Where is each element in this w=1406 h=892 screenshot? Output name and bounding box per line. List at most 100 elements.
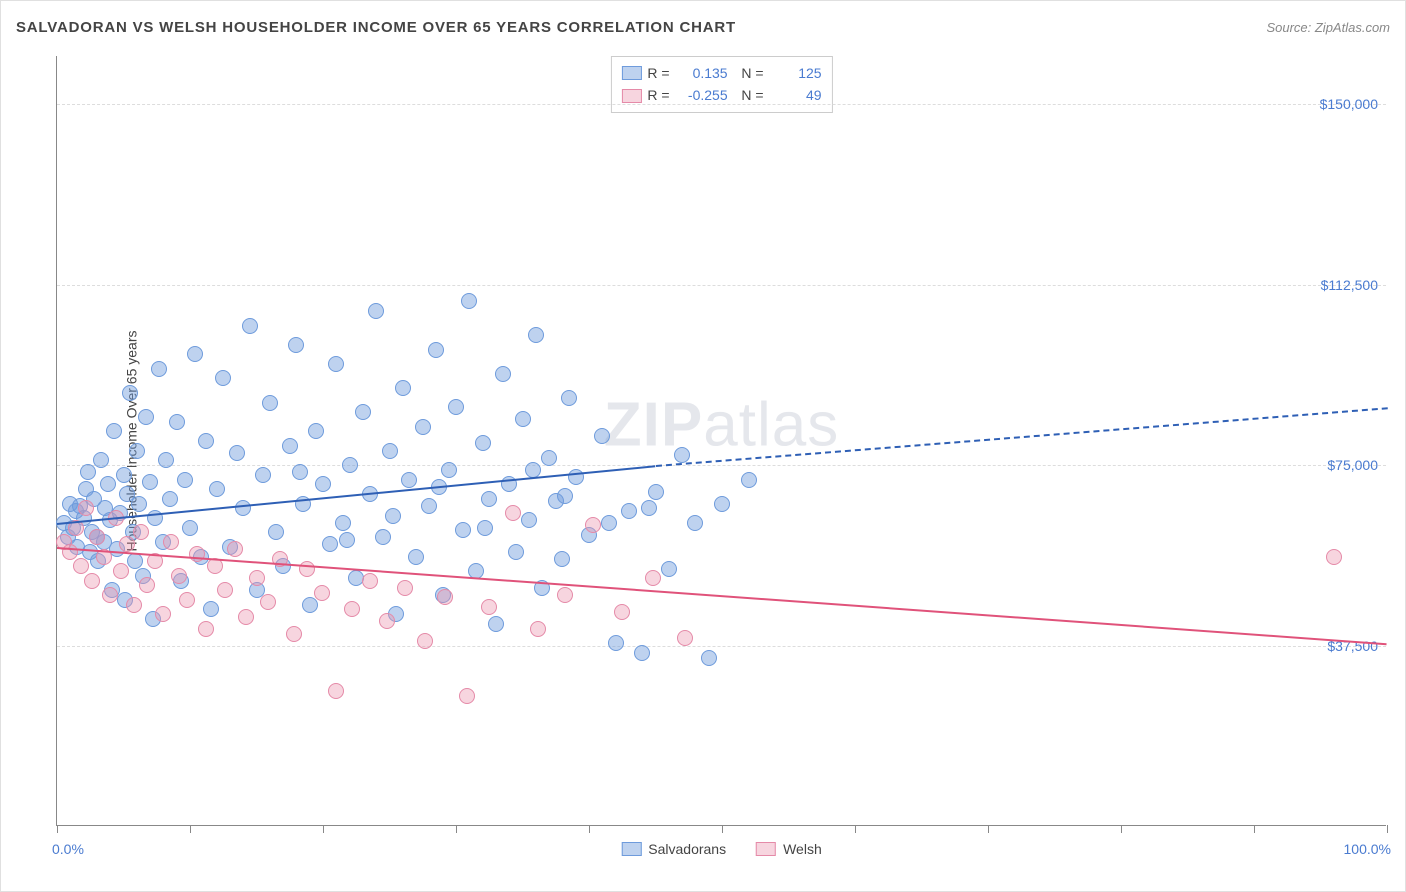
scatter-point bbox=[249, 570, 265, 586]
scatter-point bbox=[339, 532, 355, 548]
scatter-point bbox=[428, 342, 444, 358]
scatter-point bbox=[255, 467, 271, 483]
x-tick bbox=[722, 825, 723, 833]
scatter-point bbox=[475, 435, 491, 451]
scatter-point bbox=[262, 395, 278, 411]
x-tick bbox=[988, 825, 989, 833]
scatter-point bbox=[282, 438, 298, 454]
x-tick bbox=[1121, 825, 1122, 833]
legend-swatch bbox=[621, 842, 641, 856]
scatter-point bbox=[155, 606, 171, 622]
scatter-point bbox=[661, 561, 677, 577]
scatter-point bbox=[314, 585, 330, 601]
x-tick bbox=[323, 825, 324, 833]
series-legend: Salvadorans Welsh bbox=[621, 841, 821, 857]
x-tick bbox=[589, 825, 590, 833]
scatter-point bbox=[229, 445, 245, 461]
scatter-point bbox=[477, 520, 493, 536]
plot-area: ZIPatlas Householder Income Over 65 year… bbox=[56, 56, 1386, 826]
scatter-point bbox=[299, 561, 315, 577]
scatter-point bbox=[515, 411, 531, 427]
x-tick bbox=[57, 825, 58, 833]
scatter-point bbox=[73, 558, 89, 574]
scatter-point bbox=[530, 621, 546, 637]
scatter-point bbox=[634, 645, 650, 661]
scatter-point bbox=[203, 601, 219, 617]
x-tick bbox=[1254, 825, 1255, 833]
scatter-point bbox=[187, 346, 203, 362]
scatter-point bbox=[554, 551, 570, 567]
scatter-point bbox=[158, 452, 174, 468]
chart-title: SALVADORAN VS WELSH HOUSEHOLDER INCOME O… bbox=[16, 19, 736, 36]
scatter-point bbox=[133, 524, 149, 540]
scatter-point bbox=[288, 337, 304, 353]
scatter-point bbox=[182, 520, 198, 536]
scatter-point bbox=[189, 546, 205, 562]
scatter-point bbox=[260, 594, 276, 610]
scatter-point bbox=[714, 496, 730, 512]
scatter-point bbox=[461, 293, 477, 309]
scatter-point bbox=[315, 476, 331, 492]
legend-swatch bbox=[756, 842, 776, 856]
correlation-chart: SALVADORAN VS WELSH HOUSEHOLDER INCOME O… bbox=[0, 0, 1406, 892]
scatter-point bbox=[557, 488, 573, 504]
scatter-point bbox=[84, 573, 100, 589]
x-tick bbox=[1387, 825, 1388, 833]
scatter-point bbox=[198, 621, 214, 637]
scatter-point bbox=[227, 541, 243, 557]
scatter-point bbox=[417, 633, 433, 649]
scatter-point bbox=[448, 399, 464, 415]
source-label: Source: ZipAtlas.com bbox=[1266, 20, 1390, 35]
scatter-point bbox=[557, 587, 573, 603]
scatter-point bbox=[242, 318, 258, 334]
scatter-point bbox=[308, 423, 324, 439]
scatter-point bbox=[78, 500, 94, 516]
scatter-point bbox=[342, 457, 358, 473]
scatter-point bbox=[521, 512, 537, 528]
scatter-point bbox=[379, 613, 395, 629]
scatter-point bbox=[100, 476, 116, 492]
scatter-point bbox=[129, 443, 145, 459]
legend-label: Welsh bbox=[783, 841, 822, 857]
x-tick bbox=[190, 825, 191, 833]
scatter-point bbox=[415, 419, 431, 435]
x-tick bbox=[855, 825, 856, 833]
scatter-point bbox=[139, 577, 155, 593]
scatter-point bbox=[126, 597, 142, 613]
scatter-point bbox=[641, 500, 657, 516]
scatter-point bbox=[648, 484, 664, 500]
scatter-point bbox=[421, 498, 437, 514]
scatter-point bbox=[355, 404, 371, 420]
gridline bbox=[57, 465, 1386, 466]
scatter-point bbox=[102, 587, 118, 603]
y-tick-label: $150,000 bbox=[1320, 96, 1378, 112]
scatter-point bbox=[368, 303, 384, 319]
scatter-point bbox=[495, 366, 511, 382]
scatter-point bbox=[138, 409, 154, 425]
scatter-point bbox=[441, 462, 457, 478]
scatter-point bbox=[286, 626, 302, 642]
scatter-point bbox=[80, 464, 96, 480]
scatter-point bbox=[162, 491, 178, 507]
scatter-point bbox=[645, 570, 661, 586]
y-tick-label: $75,000 bbox=[1327, 457, 1378, 473]
scatter-point bbox=[217, 582, 233, 598]
scatter-point bbox=[362, 573, 378, 589]
x-axis-max-label: 100.0% bbox=[1344, 841, 1391, 857]
x-axis-min-label: 0.0% bbox=[52, 841, 84, 857]
stats-row: R =0.135 N =125 bbox=[621, 62, 821, 84]
scatter-point bbox=[89, 529, 105, 545]
scatter-point bbox=[505, 505, 521, 521]
scatter-point bbox=[408, 549, 424, 565]
scatter-point bbox=[585, 517, 601, 533]
scatter-point bbox=[292, 464, 308, 480]
x-tick bbox=[456, 825, 457, 833]
scatter-point bbox=[209, 481, 225, 497]
scatter-point bbox=[235, 500, 251, 516]
legend-item: Salvadorans bbox=[621, 841, 726, 857]
scatter-point bbox=[401, 472, 417, 488]
scatter-point bbox=[481, 491, 497, 507]
scatter-point bbox=[169, 414, 185, 430]
scatter-point bbox=[344, 601, 360, 617]
scatter-point bbox=[621, 503, 637, 519]
